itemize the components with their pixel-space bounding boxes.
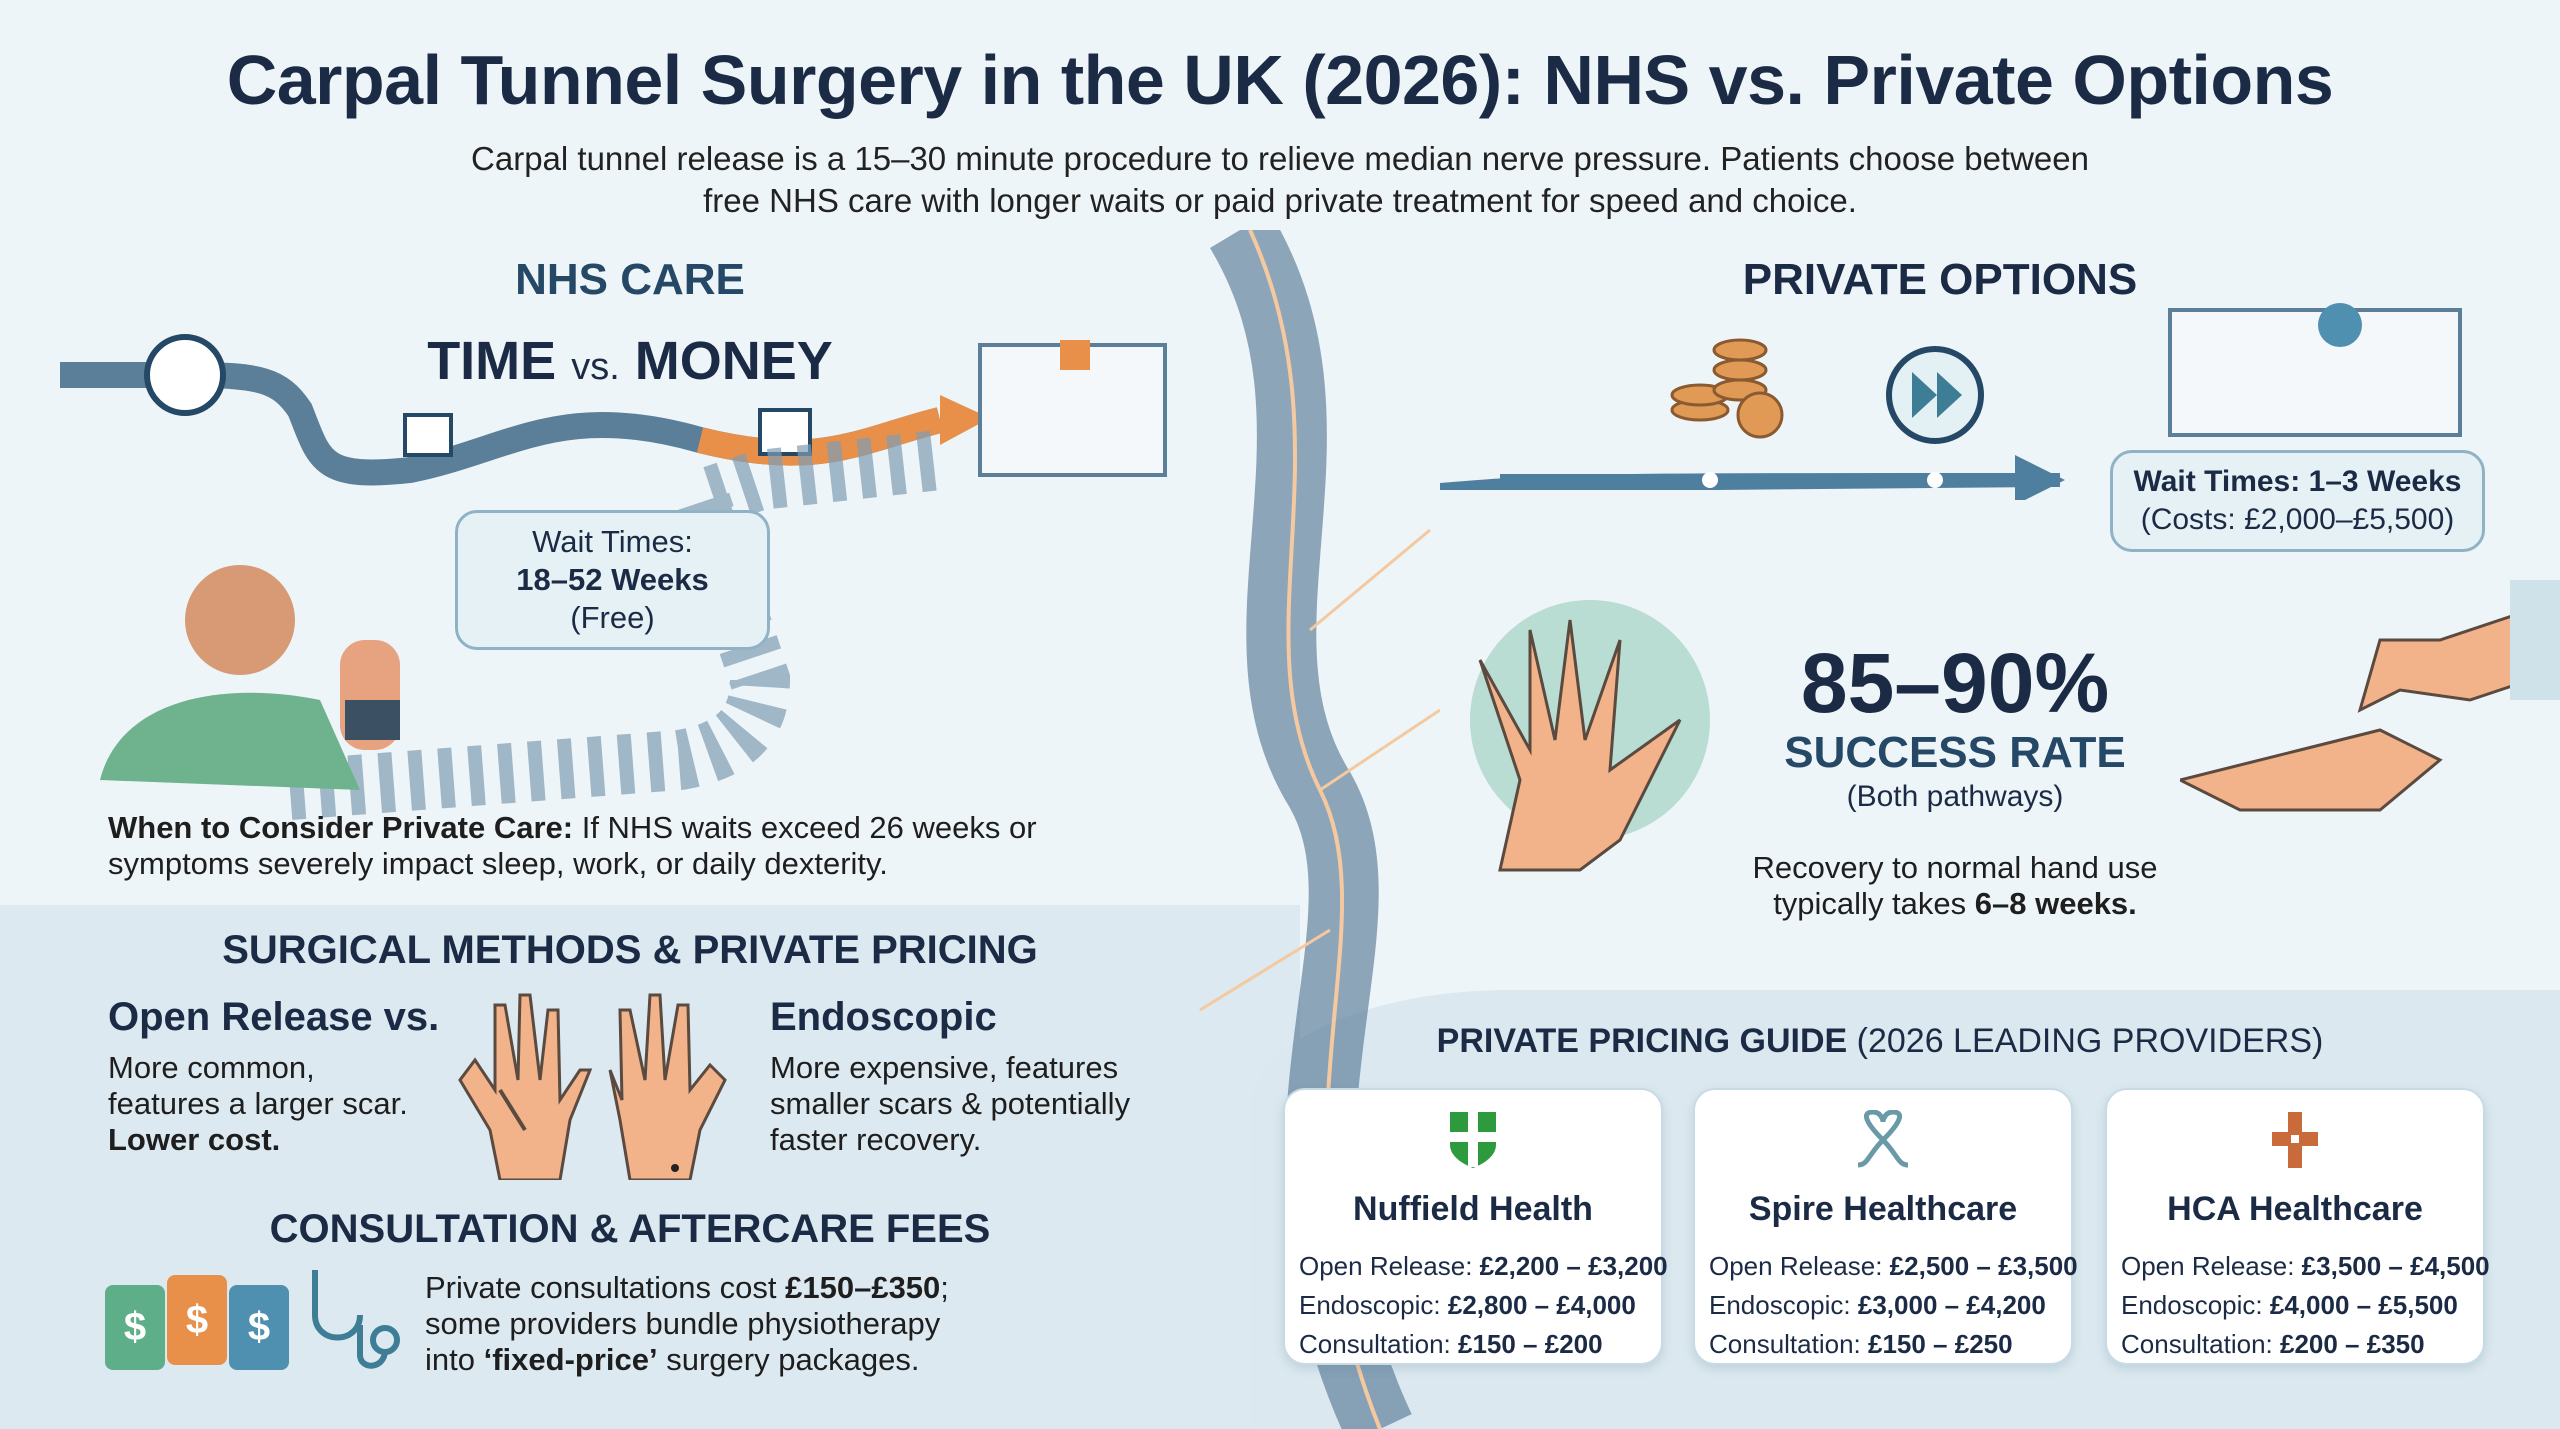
price-row: Consultation: £150 – £200 [1299,1329,1603,1359]
price-row: Consultation: £200 – £350 [2121,1329,2425,1359]
open-release-desc: More common, features a larger scar. Lower… [108,1050,408,1157]
fees-heading: CONSULTATION & AFTERCARE FEES [269,1207,991,1251]
price-row: Open Release: £2,200 – £3,200 [1299,1251,1668,1281]
queue-of-people [285,395,297,565]
private-heading: PRIVATE OPTIONS [1742,255,2138,304]
methods-heading: SURGICAL METHODS & PRIVATE PRICING [222,928,1038,972]
pricing-heading: PRIVATE PRICING GUIDE (2026 LEADING PROV… [1436,1022,2324,1060]
stethoscope-icon [312,1270,400,1369]
price-row: Endoscopic: £4,000 – £5,500 [2121,1290,2458,1320]
endoscopic-desc: More expensive, features smaller scars & … [770,1050,1131,1157]
person-illustration [100,565,400,790]
provider-name: Nuffield Health [1353,1190,1593,1228]
fees-desc: Private consultations cost £150–£350; som… [425,1270,949,1377]
price-row: Endoscopic: £3,000 – £4,200 [1709,1290,2046,1320]
time-vs-money: TIME vs. MONEY [427,331,833,391]
hand-giving-pill-illustration [2180,580,2560,812]
nhs-heading: NHS CARE [515,255,745,304]
success-note: (Both pathways) [1846,780,2064,813]
endoscopic-title: Endoscopic [770,995,997,1039]
provider-card: Spire Healthcare Open Release: £2,500 – £… [1693,1088,2078,1365]
coins-icon [1670,338,1784,439]
hands-illustration [458,993,727,1180]
private-wait-times-bubble: Wait Times: 1–3 Weeks (Costs: £2,000–£5,5… [2110,450,2485,552]
hands-palm-illustration [1470,600,1710,872]
price-row: Endoscopic: £2,800 – £4,000 [1299,1290,1636,1320]
nhs-wait-times-bubble: Wait Times: 18–52 Weeks (Free) [455,510,770,650]
fast-forward-icon [1886,346,1984,444]
hospital-icon [978,340,1167,477]
arrow-line [1500,455,2065,500]
price-row: Consultation: £150 – £250 [1709,1329,2013,1359]
price-row: Open Release: £3,500 – £4,500 [2121,1251,2490,1281]
provider-card: Nuffield Health Open Release: £2,200 – £3… [1283,1088,1668,1365]
price-row: Open Release: £2,500 – £3,500 [1709,1251,2078,1281]
price-tags-icon: $ $ $ [105,1265,405,1375]
subtitle: Carpal tunnel release is a 15–30 minute … [471,140,2089,219]
success-percent: 85–90% [1800,636,2110,730]
open-release-title: Open Release vs. [108,995,440,1039]
provider-card: HCA Healthcare Open Release: £3,500 – £4,… [2105,1088,2490,1365]
page-title: Carpal Tunnel Surgery in the UK (2026): … [226,41,2334,119]
heart-knot-logo-icon [1709,1109,2057,1180]
recovery-text: Recovery to normal hand use typically tak… [1752,850,2158,921]
private-hospital-icon [2168,303,2462,437]
consider-private-text: When to Consider Private Care: If NHS wa… [108,810,1037,881]
success-label: SUCCESS RATE [1784,728,2126,777]
calendar-icon [403,413,453,457]
shield-cross-logo-icon [1299,1110,1647,1180]
provider-name: HCA Healthcare [2167,1190,2423,1228]
provider-name: Spire Healthcare [1748,1190,2018,1228]
cross-logo-icon [2121,1110,2469,1180]
stopwatch-icon [144,334,226,416]
nhs-road-illustration [60,334,1167,820]
